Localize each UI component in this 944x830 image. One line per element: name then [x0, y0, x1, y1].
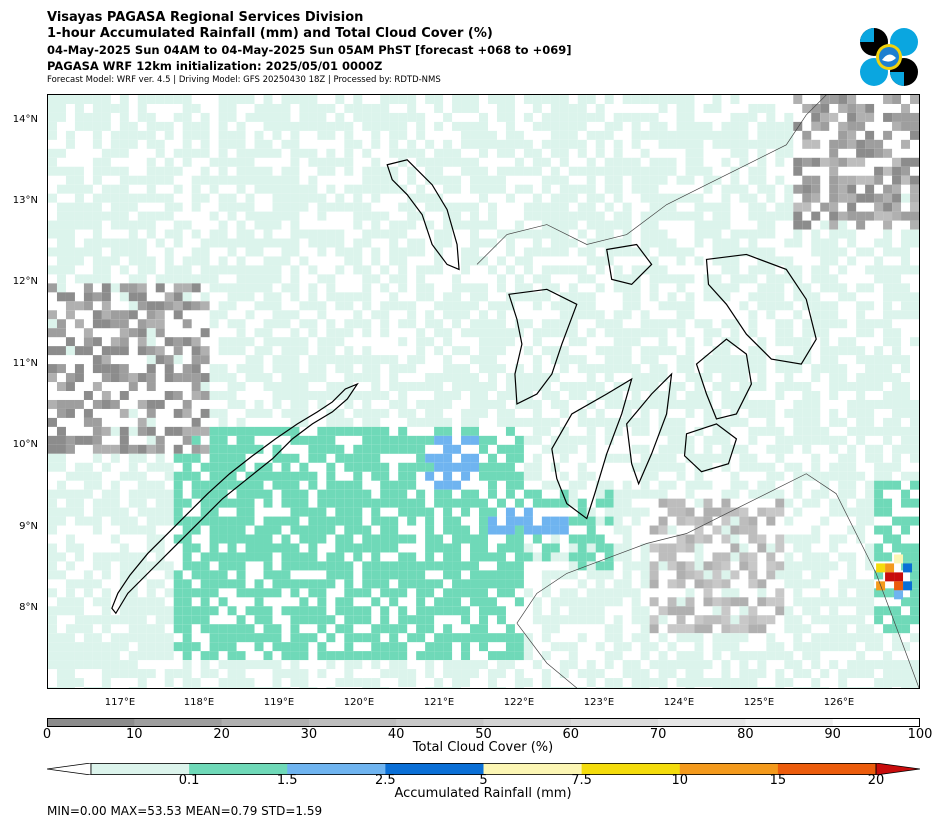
negros-coastline	[551, 377, 633, 520]
cloud-cover-swatch	[308, 718, 397, 727]
rainfall-tick: 15	[769, 773, 787, 788]
rainfall-swatch	[385, 763, 484, 775]
luzon-coastline	[476, 95, 827, 265]
mindoro-coastline	[386, 159, 460, 271]
cloud-cover-colorbar	[47, 718, 920, 727]
heavy-rain-cell	[885, 572, 895, 582]
rainfall-label: Accumulated Rainfall (mm)	[394, 786, 572, 801]
rainfall-under-extend	[47, 763, 92, 775]
rainfall-swatch	[189, 763, 288, 775]
pagasa-logo-icon	[860, 28, 918, 86]
heavy-rain-cell	[894, 581, 904, 591]
rainfall-tick: 7.5	[571, 773, 592, 788]
lon-label: 119°E	[263, 697, 295, 708]
lat-label: 9°N	[19, 521, 38, 532]
cloud-cover-swatch	[745, 718, 834, 727]
heavy-rain-cell	[894, 554, 904, 564]
lon-label: 120°E	[343, 697, 375, 708]
heavy-rain-cell	[903, 563, 913, 573]
rainfall-swatch	[287, 763, 386, 775]
lat-label: 13°N	[12, 195, 38, 206]
rainfall-tick: 10	[671, 773, 689, 788]
heavy-rain-cell	[894, 590, 904, 600]
cloud-cover-tick: 50	[475, 727, 492, 742]
initialization-info: PAGASA WRF 12km initialization: 2025/05/…	[47, 59, 383, 73]
rainfall-swatch	[581, 763, 681, 775]
lon-label: 123°E	[583, 697, 615, 708]
cloud-cover-tick: 40	[387, 727, 405, 742]
rainfall-tick: 2.5	[375, 773, 396, 788]
forecast-period: 04-May-2025 Sun 04AM to 04-May-2025 Sun …	[47, 43, 572, 57]
rainfall-swatch	[483, 763, 583, 775]
panay-coastline	[508, 288, 578, 405]
cloud-cover-swatch	[47, 718, 135, 727]
cloud-cover-swatch	[658, 718, 746, 727]
cloud-cover-swatch	[396, 718, 484, 727]
cloud-cover-swatch	[832, 718, 920, 727]
rainfall-swatch	[91, 763, 190, 775]
rainfall-swatch	[679, 763, 779, 775]
philippines-rainfall-map	[47, 94, 920, 689]
cloud-cover-swatch	[570, 718, 659, 727]
rainfall-tick: 1.5	[276, 773, 298, 788]
lat-label: 12°N	[12, 276, 38, 287]
heavy-rain-cell	[876, 563, 886, 573]
lon-label: 118°E	[183, 697, 215, 708]
palawan-coastline	[111, 382, 359, 615]
bohol-coastline	[683, 423, 738, 473]
cloud-cover-tick: 90	[824, 727, 841, 742]
heavy-rain-cell	[885, 563, 895, 573]
rainfall-colorbar	[47, 763, 920, 775]
cloud-cover-tick: 30	[300, 727, 318, 742]
cloud-cover-tick: 60	[562, 727, 580, 742]
lon-label: 125°E	[743, 697, 775, 708]
heavy-rain-cell	[903, 581, 913, 591]
lat-label: 14°N	[12, 114, 38, 125]
rainfall-tick: 5	[479, 773, 488, 788]
lon-label: 121°E	[423, 697, 455, 708]
map-subtitle: 1-hour Accumulated Rainfall (mm) and Tot…	[47, 26, 493, 41]
cloud-cover-swatch	[221, 718, 310, 727]
lon-label: 122°E	[503, 697, 535, 708]
lon-label: 124°E	[663, 697, 695, 708]
statistics-summary: MIN=0.00 MAX=53.53 MEAN=0.79 STD=1.59	[47, 804, 323, 818]
masbate-coastline	[606, 243, 653, 286]
cloud-cover-swatch	[134, 718, 223, 727]
rainfall-tick: 0.1	[178, 773, 200, 788]
lat-label: 10°N	[12, 439, 38, 450]
map-title: Visayas PAGASA Regional Services Divisio…	[47, 10, 364, 25]
cloud-cover-swatch	[483, 718, 572, 727]
cloud-cover-tick: 80	[737, 727, 754, 742]
mindanao-coastline	[516, 473, 919, 688]
cloud-cover-label: Total Cloud Cover (%)	[412, 740, 554, 755]
rainfall-swatch	[777, 763, 877, 775]
leyte-coastline	[695, 338, 753, 420]
cloud-cover-tick: 20	[213, 727, 230, 742]
cloud-cover-tick: 0	[42, 727, 52, 742]
lon-label: 126°E	[823, 697, 855, 708]
lat-label: 8°N	[19, 602, 38, 613]
lon-label: 117°E	[104, 697, 136, 708]
cebu-coastline	[626, 372, 673, 486]
samar-coastline	[705, 253, 817, 365]
heavy-rain-cell	[894, 572, 904, 582]
lat-label: 11°N	[12, 358, 38, 369]
cloud-cover-tick: 100	[907, 727, 933, 742]
cloud-cover-tick: 70	[649, 727, 667, 742]
rainfall-tick: 20	[867, 773, 885, 788]
model-info: Forecast Model: WRF ver. 4.5 | Driving M…	[47, 75, 441, 85]
cloud-cover-tick: 10	[126, 727, 143, 742]
